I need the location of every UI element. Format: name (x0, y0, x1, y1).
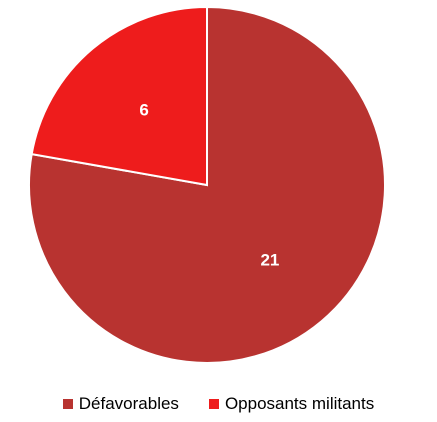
legend-swatch-defavorables (62, 399, 73, 409)
pie-data-labels: 21 6 (139, 101, 279, 270)
legend: Défavorables Opposants militants (0, 392, 437, 416)
legend-item-opposants-militants[interactable]: Opposants militants (208, 394, 375, 414)
pie-chart: 21 6 (28, 5, 386, 364)
pie-slice-defavorables[interactable] (28, 5, 386, 364)
legend-label-defavorables: Défavorables (78, 394, 179, 413)
data-label-opposants-militants: 6 (139, 101, 148, 120)
data-label-defavorables: 21 (260, 250, 279, 269)
pie-slice-opposants-militants[interactable] (30, 5, 208, 187)
legend-item-defavorables[interactable]: Défavorables (62, 394, 179, 414)
pie-slices (28, 5, 386, 364)
legend-swatch-opposants-militants (208, 399, 219, 409)
legend-label-opposants-militants: Opposants militants (224, 394, 375, 413)
